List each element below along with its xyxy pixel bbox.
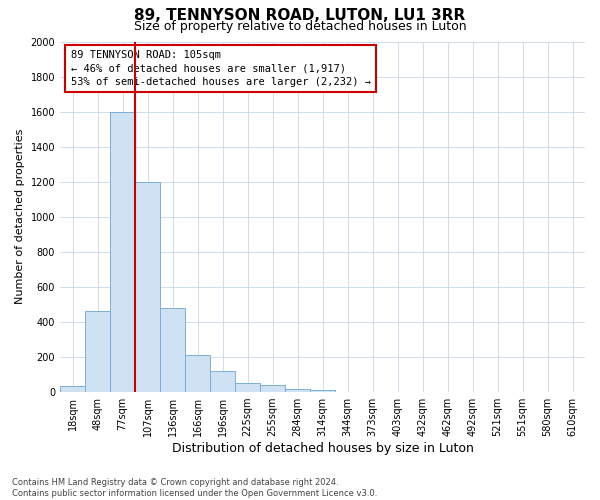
Bar — [310, 390, 335, 392]
Bar — [235, 384, 260, 392]
Bar — [185, 356, 210, 392]
Bar — [260, 385, 285, 392]
Bar — [160, 308, 185, 392]
Bar — [285, 388, 310, 392]
Text: 89 TENNYSON ROAD: 105sqm
← 46% of detached houses are smaller (1,917)
53% of sem: 89 TENNYSON ROAD: 105sqm ← 46% of detach… — [71, 50, 371, 86]
Bar — [110, 112, 135, 392]
Text: 89, TENNYSON ROAD, LUTON, LU1 3RR: 89, TENNYSON ROAD, LUTON, LU1 3RR — [134, 8, 466, 22]
X-axis label: Distribution of detached houses by size in Luton: Distribution of detached houses by size … — [172, 442, 473, 455]
Bar — [85, 312, 110, 392]
Text: Contains HM Land Registry data © Crown copyright and database right 2024.
Contai: Contains HM Land Registry data © Crown c… — [12, 478, 377, 498]
Y-axis label: Number of detached properties: Number of detached properties — [15, 129, 25, 304]
Bar — [210, 371, 235, 392]
Bar — [60, 386, 85, 392]
Bar — [135, 182, 160, 392]
Text: Size of property relative to detached houses in Luton: Size of property relative to detached ho… — [134, 20, 466, 33]
